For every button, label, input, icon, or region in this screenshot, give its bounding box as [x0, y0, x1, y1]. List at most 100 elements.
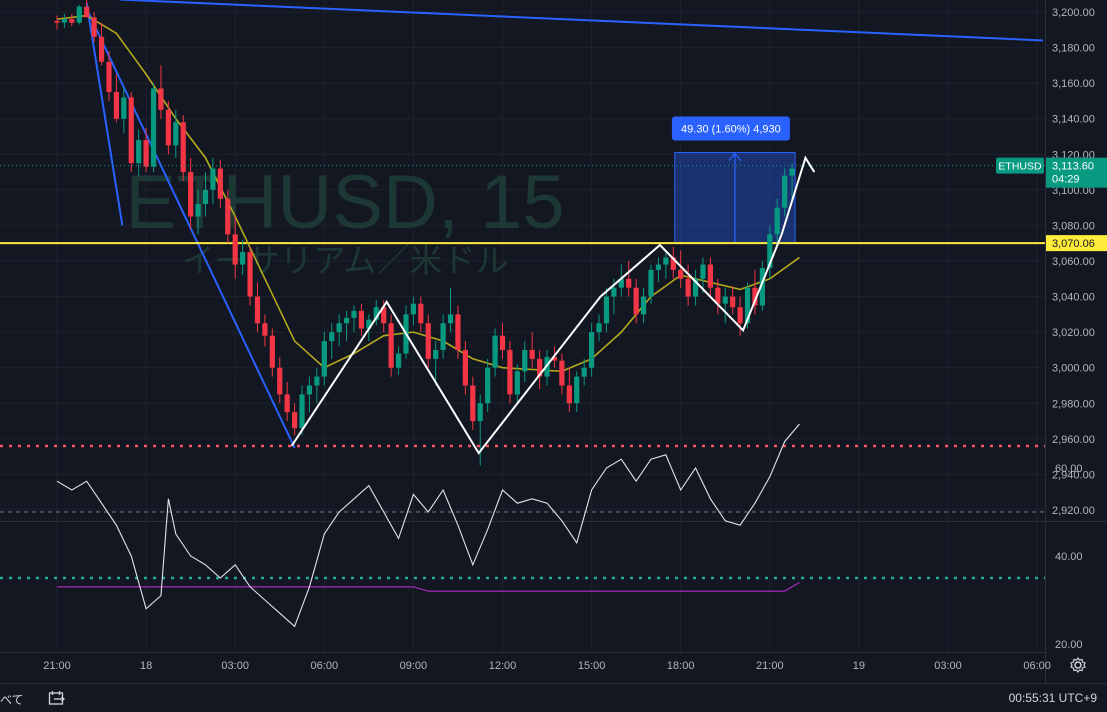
candle-body	[752, 287, 758, 306]
watermark-title: ETHUSD, 15	[125, 160, 564, 245]
candle-body	[670, 257, 676, 270]
price-tick-label: 2,980.00	[1052, 398, 1095, 410]
candle-body	[158, 88, 164, 110]
candle-body	[292, 412, 298, 429]
candle-body	[522, 349, 528, 372]
candle-body	[188, 172, 194, 217]
candle-body	[143, 140, 149, 167]
candle-body	[462, 349, 468, 386]
candle-body	[425, 323, 431, 359]
time-tick-label: 06:00	[1023, 660, 1051, 672]
price-tick-label: 2,940.00	[1052, 469, 1095, 481]
price-tick-label: 3,080.00	[1052, 220, 1095, 232]
price-tick-label: 3,040.00	[1052, 292, 1095, 304]
gear-icon[interactable]	[1068, 655, 1088, 675]
time-tick-label: 12:00	[489, 660, 517, 672]
level-price-tag: 3,070.06	[1052, 238, 1095, 250]
candle-body	[707, 264, 713, 288]
candle-body	[744, 287, 751, 324]
candle-body	[210, 168, 216, 190]
zigzag-pattern-line	[290, 155, 816, 455]
candle-body	[648, 269, 654, 297]
candle-body	[499, 335, 506, 350]
candle-body	[314, 376, 320, 386]
candle-body	[685, 278, 691, 297]
candle-body	[700, 264, 706, 279]
candle-body	[173, 122, 179, 146]
candle-body	[626, 278, 632, 288]
candle-body	[492, 335, 498, 368]
candle-body	[692, 278, 699, 297]
candle-body	[284, 394, 290, 413]
candle-body	[299, 394, 305, 429]
candle-body	[388, 323, 394, 368]
watermark-subtitle: イーサリアム／米ドル	[181, 242, 508, 279]
candle-body	[217, 168, 223, 199]
candle-body	[321, 341, 327, 377]
candle-body	[262, 323, 268, 336]
time-tick-label: 15:00	[578, 660, 606, 672]
rsi-signal-line	[57, 581, 800, 592]
time-tick-label: 03:00	[221, 660, 249, 672]
candle-body	[136, 140, 142, 164]
candle-body	[663, 257, 669, 265]
candle-body	[410, 303, 416, 315]
candle-body	[633, 287, 639, 315]
candle-body	[106, 61, 112, 93]
grid-lines	[0, 0, 1045, 652]
candle-body	[603, 296, 610, 324]
candle-body	[440, 323, 446, 350]
candle-body	[722, 296, 728, 304]
price-tick-label: 3,060.00	[1052, 256, 1095, 268]
candle-body	[225, 198, 231, 235]
candle-body	[381, 307, 387, 324]
candle-body	[336, 323, 342, 333]
candle-body	[618, 278, 624, 288]
time-tick-label: 21:00	[756, 660, 784, 672]
price-tick-label: 2,960.00	[1052, 434, 1095, 446]
candle-body	[447, 314, 454, 324]
candle-body	[195, 204, 201, 217]
candle-body	[611, 287, 617, 297]
candle-body	[113, 92, 119, 119]
price-tick-label: 3,100.00	[1052, 185, 1095, 197]
trend-line	[87, 11, 296, 449]
time-tick-label: 09:00	[400, 660, 428, 672]
candle-body	[69, 19, 75, 23]
candle-body	[477, 403, 483, 422]
price-tick-label: 3,140.00	[1052, 114, 1095, 126]
candle-body	[574, 376, 580, 404]
candle-body	[640, 296, 647, 315]
candle-body	[306, 385, 313, 395]
candle-body	[329, 332, 335, 342]
candle-body	[678, 269, 684, 279]
time-tick-label: 19	[853, 660, 865, 672]
symbol-tag: ETHUSD	[998, 161, 1042, 173]
candle-body	[730, 296, 736, 308]
candle-body	[150, 88, 157, 167]
candle-body	[715, 287, 721, 304]
calendar-range-icon[interactable]	[48, 690, 66, 706]
candle-body	[277, 367, 283, 395]
candle-body	[343, 317, 350, 324]
candle-body	[529, 349, 535, 359]
candle-body	[566, 385, 572, 404]
price-tick-label: 3,000.00	[1052, 363, 1095, 375]
rsi-tick-label: 20.00	[1055, 639, 1083, 651]
candle-body	[559, 360, 565, 386]
candle-body	[54, 20, 60, 23]
candle-body	[767, 234, 773, 269]
range-label[interactable]: べて	[0, 693, 24, 707]
trend-line	[85, 2, 124, 226]
bottom-toolbar: べて 00:55:31 UTC+9	[0, 683, 1107, 712]
candle-body	[232, 234, 238, 265]
candle-body	[737, 307, 743, 324]
rsi-tick-label: 60.00	[1055, 463, 1083, 475]
candle-body	[61, 19, 68, 23]
candle-body	[84, 6, 90, 18]
candle-body	[507, 349, 513, 395]
candles	[54, 0, 795, 466]
candle-body	[470, 385, 476, 422]
candle-body	[76, 6, 82, 23]
